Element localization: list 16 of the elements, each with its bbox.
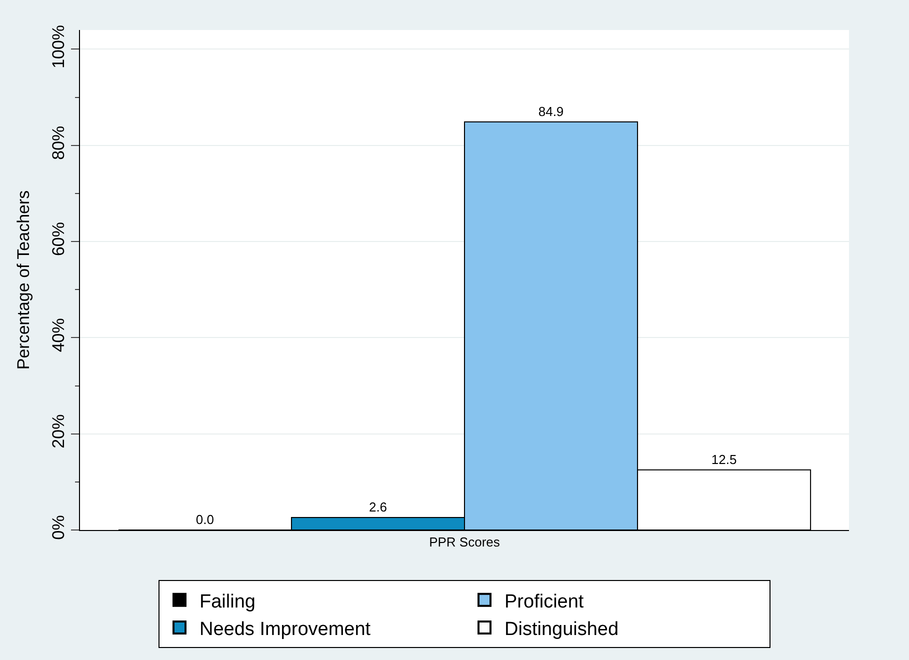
legend-label: Distinguished [504, 618, 619, 640]
y-tick-label: 100% [49, 24, 68, 68]
y-tick-label: 40% [49, 318, 68, 352]
y-tick-label: 0% [49, 515, 68, 540]
y-tick-label: 80% [49, 126, 68, 160]
y-tick-label: 20% [49, 414, 68, 448]
legend-label: Proficient [504, 591, 584, 612]
legend-label: Failing [200, 591, 256, 612]
data-label: 0.0 [196, 512, 214, 527]
x-tick-label: PPR Scores [429, 534, 500, 550]
y-tick-label: 60% [49, 222, 68, 256]
data-label: 2.6 [368, 500, 388, 514]
y-axis-title: Percentage of Teachers [14, 190, 33, 370]
data-label: 84.9 [538, 104, 564, 119]
legend-label: Needs Improvement [200, 618, 372, 640]
data-label: 12.5 [711, 452, 737, 467]
